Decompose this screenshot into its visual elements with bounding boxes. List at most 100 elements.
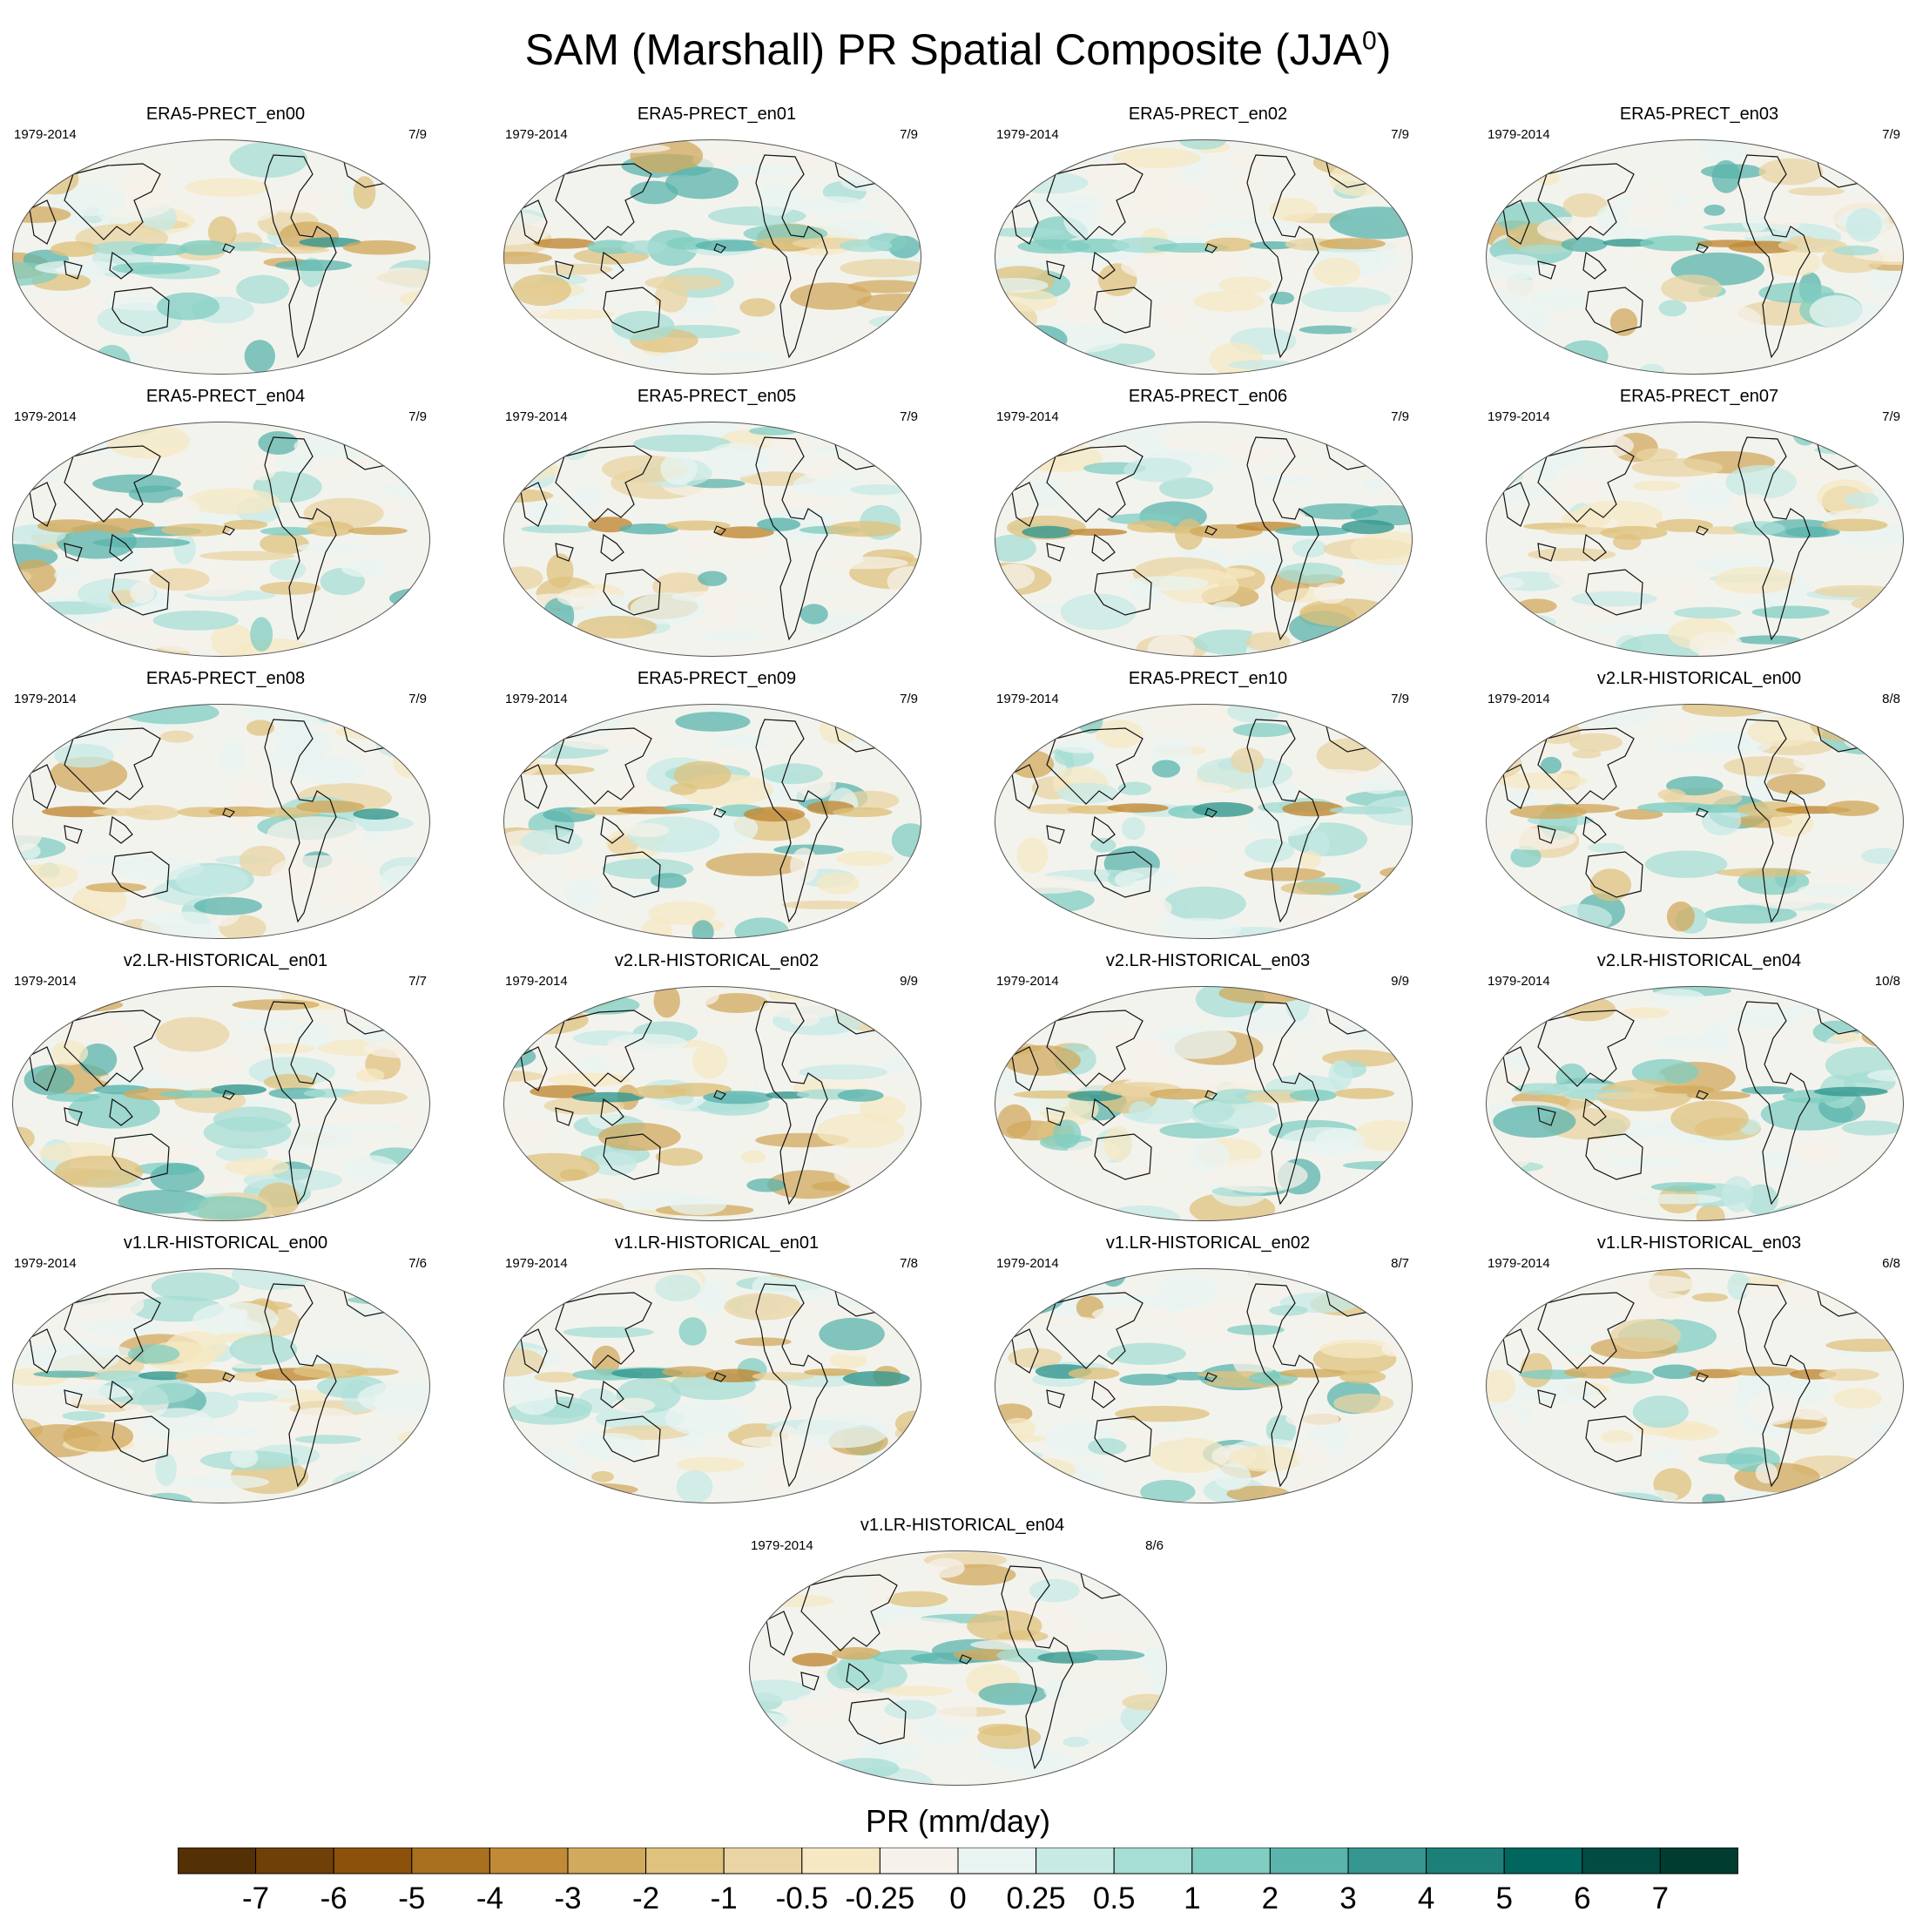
panel-count: 7/9 — [1391, 127, 1409, 142]
panel-period: 1979-2014 — [1488, 1256, 1550, 1271]
world-map — [503, 986, 921, 1221]
colorbar-swatch — [178, 1848, 257, 1875]
colorbar-tick-label: 0 — [949, 1881, 967, 1915]
panel-period: 1979-2014 — [996, 127, 1059, 142]
colorbar-tick-label: 1 — [1184, 1881, 1201, 1915]
panel-title: v1.LR-HISTORICAL_en01 — [614, 1233, 820, 1253]
panel-period: 1979-2014 — [14, 409, 77, 424]
world-map — [503, 1268, 921, 1503]
panel-title: ERA5-PRECT_en04 — [145, 387, 306, 406]
colorbar-tick-label: 0.5 — [1092, 1881, 1136, 1915]
panel-count: 7/6 — [408, 1256, 427, 1271]
panel-period: 1979-2014 — [14, 127, 77, 142]
panel-period: 1979-2014 — [1488, 127, 1550, 142]
colorbar-swatch — [489, 1848, 569, 1875]
colorbar-tick-label: -2 — [632, 1881, 660, 1915]
map-panel: v1.LR-HISTORICAL_en00 1979-2014 7/6 — [12, 1233, 439, 1505]
colorbar-tick-label: -1 — [710, 1881, 738, 1915]
colorbar-swatch — [333, 1848, 413, 1875]
map-panel: ERA5-PRECT_en01 1979-2014 7/9 — [503, 105, 930, 376]
colorbar-tick-label: 0.25 — [1006, 1881, 1066, 1915]
colorbar-tick-label: -3 — [554, 1881, 582, 1915]
colorbar-tick-label: 5 — [1495, 1881, 1513, 1915]
colorbar-title: PR (mm/day) — [865, 1803, 1050, 1839]
map-panel: ERA5-PRECT_en07 1979-2014 7/9 — [1486, 387, 1913, 659]
colorbar-tick-label: 7 — [1651, 1881, 1670, 1915]
panel-count: 7/9 — [1882, 409, 1900, 424]
map-panel: v2.LR-HISTORICAL_en02 1979-2014 9/9 — [503, 951, 930, 1223]
map-panel: ERA5-PRECT_en05 1979-2014 7/9 — [503, 387, 930, 659]
panel-title: ERA5-PRECT_en09 — [637, 669, 797, 688]
panel-count: 9/9 — [900, 974, 918, 989]
figure-title: SAM (Marshall) PR Spatial Composite (JJA… — [0, 24, 1916, 75]
map-panel: v2.LR-HISTORICAL_en03 1979-2014 9/9 — [995, 951, 1421, 1223]
world-map — [1486, 986, 1904, 1221]
colorbar-tick-label: -6 — [320, 1881, 347, 1915]
map-panel: ERA5-PRECT_en02 1979-2014 7/9 — [995, 105, 1421, 376]
panel-title: ERA5-PRECT_en02 — [1128, 105, 1288, 124]
colorbar — [178, 1848, 1738, 1875]
world-map — [12, 1268, 430, 1503]
colorbar-tick-label: 4 — [1417, 1881, 1435, 1915]
panel-count: 7/9 — [408, 409, 427, 424]
colorbar-swatch — [567, 1848, 647, 1875]
map-panel: v1.LR-HISTORICAL_en01 1979-2014 7/8 — [503, 1233, 930, 1505]
title-superscript: 0 — [1362, 26, 1377, 56]
panel-title: v2.LR-HISTORICAL_en00 — [1596, 669, 1802, 688]
panel-period: 1979-2014 — [996, 974, 1059, 989]
panel-period: 1979-2014 — [1488, 409, 1550, 424]
world-map — [503, 139, 921, 375]
map-panel: ERA5-PRECT_en06 1979-2014 7/9 — [995, 387, 1421, 659]
title-text: SAM (Marshall) PR Spatial Composite (JJA — [524, 25, 1363, 74]
colorbar-tick-label: -0.25 — [845, 1881, 915, 1915]
panel-count: 7/8 — [900, 1256, 918, 1271]
colorbar-tick-label: -0.5 — [775, 1881, 828, 1915]
colorbar-swatch — [1503, 1848, 1583, 1875]
colorbar-swatch — [411, 1848, 490, 1875]
world-map — [503, 704, 921, 939]
colorbar-tick-label: 2 — [1261, 1881, 1279, 1915]
panel-count: 7/9 — [408, 692, 427, 706]
panel-count: 6/8 — [1882, 1256, 1900, 1271]
panel-period: 1979-2014 — [1488, 692, 1550, 706]
colorbar-swatch — [879, 1848, 959, 1875]
colorbar-swatch — [957, 1848, 1037, 1875]
colorbar-swatch — [1426, 1848, 1505, 1875]
world-map — [1486, 704, 1904, 939]
colorbar-tick-label: -5 — [398, 1881, 426, 1915]
panel-period: 1979-2014 — [14, 1256, 77, 1271]
panel-period: 1979-2014 — [14, 692, 77, 706]
panel-count: 7/9 — [900, 692, 918, 706]
panel-title: ERA5-PRECT_en06 — [1128, 387, 1288, 406]
panel-count: 8/6 — [1145, 1538, 1164, 1553]
map-panel: v1.LR-HISTORICAL_en03 1979-2014 6/8 — [1486, 1233, 1913, 1505]
panel-count: 8/7 — [1391, 1256, 1409, 1271]
panel-title: ERA5-PRECT_en00 — [145, 105, 306, 124]
colorbar-tick-label: -7 — [242, 1881, 270, 1915]
colorbar-swatch — [1113, 1848, 1193, 1875]
colorbar-swatch — [1036, 1848, 1115, 1875]
map-panel: ERA5-PRECT_en00 1979-2014 7/9 — [12, 105, 439, 376]
title-suffix: ) — [1376, 25, 1392, 74]
panel-title: v2.LR-HISTORICAL_en01 — [123, 951, 328, 970]
map-panel: v1.LR-HISTORICAL_en02 1979-2014 8/7 — [995, 1233, 1421, 1505]
panel-period: 1979-2014 — [996, 692, 1059, 706]
panel-count: 7/9 — [1391, 409, 1409, 424]
panel-title: ERA5-PRECT_en05 — [637, 387, 797, 406]
panel-period: 1979-2014 — [505, 1256, 568, 1271]
world-map — [995, 986, 1413, 1221]
panel-count: 8/8 — [1882, 692, 1900, 706]
colorbar-tick-label: 6 — [1574, 1881, 1591, 1915]
panel-title: v1.LR-HISTORICAL_en03 — [1596, 1233, 1802, 1253]
world-map — [995, 704, 1413, 939]
panel-count: 10/8 — [1874, 974, 1900, 989]
colorbar-swatch — [1191, 1848, 1271, 1875]
map-panel: v2.LR-HISTORICAL_en04 1979-2014 10/8 — [1486, 951, 1913, 1223]
map-panel: ERA5-PRECT_en04 1979-2014 7/9 — [12, 387, 439, 659]
map-panel: v1.LR-HISTORICAL_en04 1979-2014 8/6 — [749, 1516, 1176, 1787]
colorbar-swatch — [1269, 1848, 1349, 1875]
panel-period: 1979-2014 — [1488, 974, 1550, 989]
map-panel: ERA5-PRECT_en08 1979-2014 7/9 — [12, 669, 439, 941]
panel-period: 1979-2014 — [505, 692, 568, 706]
panel-title: v1.LR-HISTORICAL_en04 — [860, 1516, 1065, 1535]
